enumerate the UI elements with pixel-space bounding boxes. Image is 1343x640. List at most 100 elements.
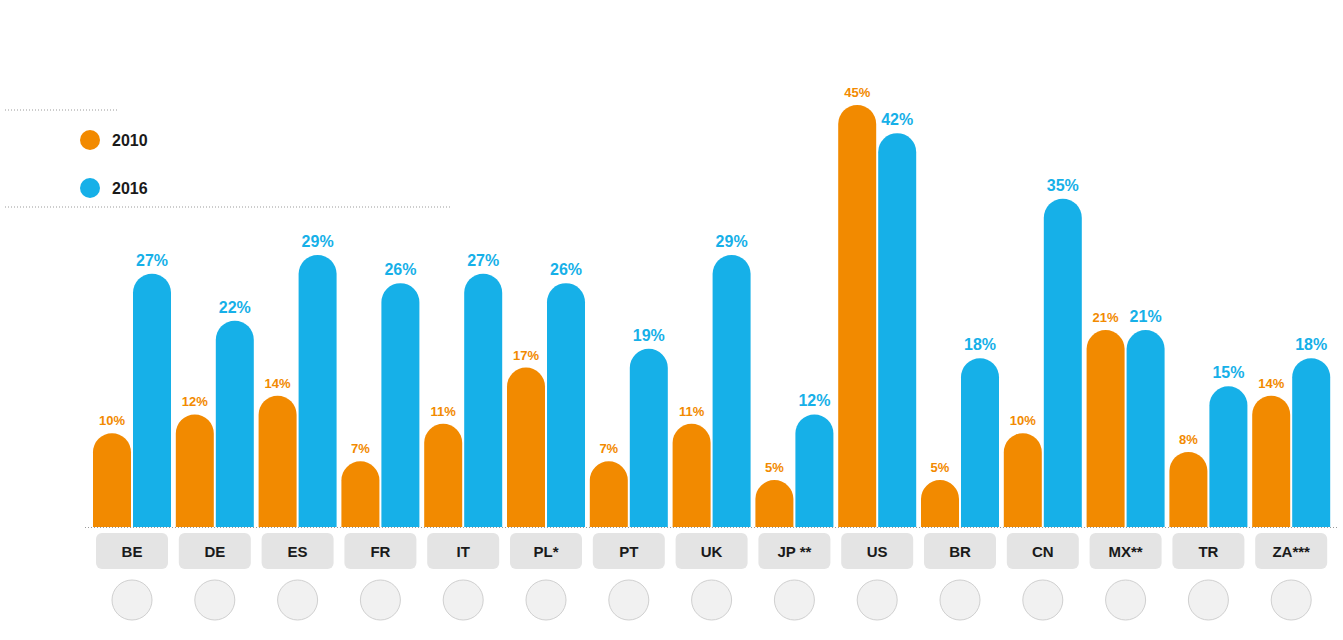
category-box [427, 533, 499, 569]
bar [795, 414, 833, 527]
flag-placeholder [1188, 580, 1228, 620]
bar [1169, 452, 1207, 527]
data-label: 5% [931, 460, 950, 475]
data-label: 26% [384, 261, 416, 278]
data-label: 29% [716, 233, 748, 250]
bar [1252, 396, 1290, 527]
category-label: JP ** [777, 543, 811, 560]
flag-placeholder [609, 580, 649, 620]
category-label: ZA*** [1272, 543, 1310, 560]
category-box [924, 533, 996, 569]
data-labels: 10%12%14%7%11%17%7%11%5%45%5%10%21%8%14%… [99, 85, 1327, 475]
data-label: 18% [1295, 336, 1327, 353]
flag-placeholder [360, 580, 400, 620]
data-label: 42% [881, 111, 913, 128]
bar [176, 414, 214, 527]
bar [424, 424, 462, 527]
bar [590, 461, 628, 527]
legend: 20102016 [80, 130, 148, 198]
data-label: 7% [351, 441, 370, 456]
bar [507, 368, 545, 527]
data-label: 29% [302, 233, 334, 250]
category-box [262, 533, 334, 569]
category-box [758, 533, 830, 569]
category-box [1172, 533, 1244, 569]
category-box [1007, 533, 1079, 569]
flag-placeholder [692, 580, 732, 620]
data-label: 11% [679, 404, 705, 419]
bar [1127, 330, 1165, 527]
category-box [841, 533, 913, 569]
flag-placeholder [278, 580, 318, 620]
data-label: 10% [99, 413, 125, 428]
bar [961, 358, 999, 527]
flag-placeholder [195, 580, 235, 620]
flag-placeholder [1106, 580, 1146, 620]
data-label: 45% [844, 85, 870, 100]
category-box [344, 533, 416, 569]
category-box [96, 533, 168, 569]
category-box [676, 533, 748, 569]
data-label: 11% [431, 404, 457, 419]
bar [216, 321, 254, 527]
category-label: US [867, 543, 888, 560]
category-label: PT [619, 543, 638, 560]
bar [1087, 330, 1125, 527]
data-label: 14% [1258, 376, 1284, 391]
bar [299, 255, 337, 527]
category-label: CN [1032, 543, 1054, 560]
category-box [510, 533, 582, 569]
data-label: 8% [1179, 432, 1198, 447]
flag-placeholder [857, 580, 897, 620]
flag-placeholder [774, 580, 814, 620]
bar [133, 274, 171, 527]
bars [93, 105, 1330, 527]
baseline [85, 527, 1338, 528]
bar [630, 349, 668, 527]
legend-swatch [80, 178, 100, 198]
category-label: ES [288, 543, 308, 560]
data-label: 21% [1093, 310, 1119, 325]
category-box [179, 533, 251, 569]
flag-placeholder [526, 580, 566, 620]
bar [259, 396, 297, 527]
legend-rule [5, 110, 118, 111]
bar [838, 105, 876, 527]
data-label: 19% [633, 327, 665, 344]
category-label: UK [701, 543, 723, 560]
category-label: BR [949, 543, 971, 560]
category-label: PL* [533, 543, 558, 560]
bar [921, 480, 959, 527]
bar [1044, 199, 1082, 527]
bar [673, 424, 711, 527]
category-box [593, 533, 665, 569]
bar [341, 461, 379, 527]
bar [878, 133, 916, 527]
category-label: FR [370, 543, 390, 560]
data-label: 7% [599, 441, 618, 456]
data-label: 17% [513, 348, 539, 363]
data-label: 5% [765, 460, 784, 475]
category-box [1090, 533, 1162, 569]
data-label: 12% [798, 392, 830, 409]
data-label: 27% [136, 252, 168, 269]
bar [93, 433, 131, 527]
legend-label: 2010 [112, 132, 148, 149]
category-axis: BEDEESFRITPL*PTUKJP **USBRCNMX**TRZA*** [96, 533, 1327, 620]
bar [1004, 433, 1042, 527]
category-label: DE [204, 543, 225, 560]
data-label: 26% [550, 261, 582, 278]
data-label: 21% [1130, 308, 1162, 325]
category-label: TR [1198, 543, 1218, 560]
category-label: MX** [1109, 543, 1143, 560]
legend-rule [5, 207, 450, 208]
flag-placeholder [112, 580, 152, 620]
data-label: 14% [265, 376, 291, 391]
bar [381, 283, 419, 527]
category-box [1255, 533, 1327, 569]
bar [1292, 358, 1330, 527]
bar [547, 283, 585, 527]
flag-placeholder [443, 580, 483, 620]
data-label: 18% [964, 336, 996, 353]
flag-placeholder [940, 580, 980, 620]
